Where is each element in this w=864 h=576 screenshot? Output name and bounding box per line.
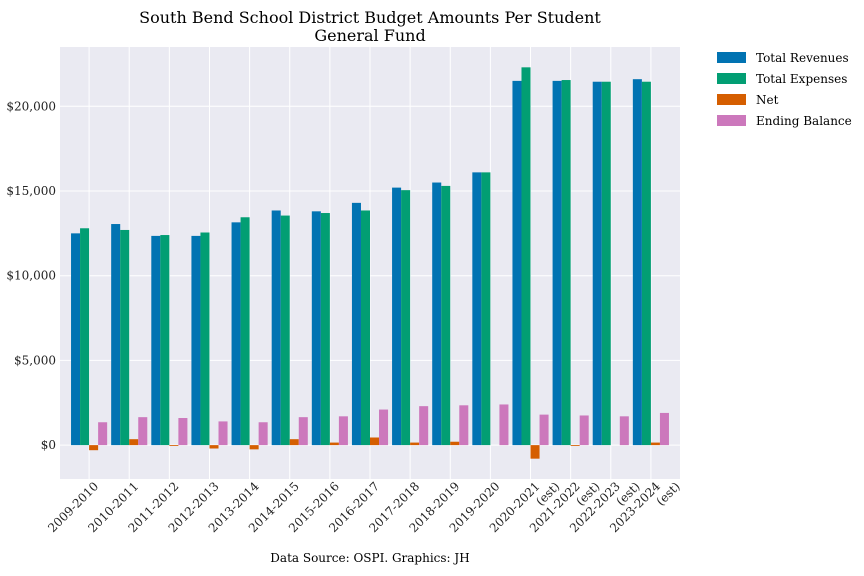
bar-total-expenses <box>521 67 531 446</box>
bar-total-revenues <box>71 233 81 446</box>
y-tick-label: $5,000 <box>14 353 56 367</box>
x-axis-ticks: 2009-20102010-20112011-20122012-20132013… <box>45 469 683 545</box>
y-axis-ticks: $0 $5,000 $10,000 $15,000 $20,000 <box>6 99 56 452</box>
bar-total-revenues <box>432 182 442 446</box>
legend-swatch <box>717 52 746 63</box>
bar-total-revenues <box>552 80 562 446</box>
legend-swatch <box>717 115 746 126</box>
bar-total-revenues <box>472 172 482 446</box>
bar-total-expenses <box>280 215 290 446</box>
legend-label: Total Revenues <box>756 51 849 65</box>
bar-total-expenses <box>601 81 611 446</box>
legend-label: Total Expenses <box>756 72 847 86</box>
bar-net <box>289 439 299 446</box>
y-tick-label: $15,000 <box>6 184 56 198</box>
bar-net <box>129 439 139 446</box>
bar-net <box>89 445 99 451</box>
y-tick-label: $20,000 <box>6 99 56 113</box>
y-tick-label: $10,000 <box>6 269 56 283</box>
bar-total-revenues <box>512 80 522 446</box>
bar-ending-balance <box>379 409 389 446</box>
bar-net <box>450 441 460 446</box>
bars-group <box>71 67 669 459</box>
bar-total-revenues <box>592 81 602 446</box>
bar-ending-balance <box>539 414 549 446</box>
bar-total-revenues <box>151 235 161 446</box>
bar-ending-balance <box>218 421 228 446</box>
bar-ending-balance <box>499 404 509 446</box>
bar-total-expenses <box>401 190 411 446</box>
y-tick-label: $0 <box>41 438 56 452</box>
bar-total-revenues <box>311 211 321 446</box>
chart-title: South Bend School District Budget Amount… <box>139 8 601 27</box>
bar-ending-balance <box>338 416 348 446</box>
legend-swatch <box>717 94 746 105</box>
legend: Total Revenues Total Expenses Net Ending Ba… <box>717 51 852 128</box>
bar-total-expenses <box>481 172 491 446</box>
bar-ending-balance <box>619 416 629 446</box>
bar-net <box>209 445 219 449</box>
bar-net <box>410 442 420 446</box>
bar-total-revenues <box>111 224 121 446</box>
bar-total-revenues <box>271 210 281 446</box>
bar-total-revenues <box>392 187 402 446</box>
bar-net <box>570 445 580 446</box>
chart-subtitle: General Fund <box>314 26 425 45</box>
bar-ending-balance <box>459 405 469 446</box>
bar-total-expenses <box>320 213 330 446</box>
bar-ending-balance <box>298 417 308 446</box>
bar-total-revenues <box>191 235 201 446</box>
bar-total-expenses <box>641 81 651 446</box>
bar-net <box>370 437 380 446</box>
bar-ending-balance <box>138 417 148 446</box>
bar-total-expenses <box>80 228 90 446</box>
bar-ending-balance <box>579 415 589 446</box>
bar-ending-balance <box>178 418 188 446</box>
bar-net <box>169 445 179 446</box>
bar-total-expenses <box>120 229 130 446</box>
legend-label: Ending Balance <box>756 114 852 128</box>
legend-swatch <box>717 73 746 84</box>
bar-ending-balance <box>419 406 429 446</box>
bar-net <box>530 445 540 459</box>
bar-ending-balance <box>258 422 268 446</box>
bar-total-expenses <box>160 235 170 446</box>
bar-net <box>650 442 660 446</box>
source-caption: Data Source: OSPI. Graphics: JH <box>270 551 469 565</box>
bar-total-revenues <box>231 222 241 446</box>
bar-ending-balance <box>659 412 669 446</box>
bar-net <box>249 445 259 450</box>
bar-total-expenses <box>561 80 571 446</box>
bar-total-expenses <box>200 232 210 446</box>
bar-total-revenues <box>632 79 642 446</box>
bar-total-expenses <box>360 210 370 446</box>
bar-net <box>329 442 339 446</box>
x-tick-label: 2023-2024(est) <box>607 469 683 545</box>
bar-ending-balance <box>98 422 108 446</box>
bar-total-expenses <box>441 185 451 446</box>
bar-total-revenues <box>351 202 361 446</box>
bar-total-expenses <box>240 217 250 446</box>
legend-label: Net <box>756 93 779 107</box>
